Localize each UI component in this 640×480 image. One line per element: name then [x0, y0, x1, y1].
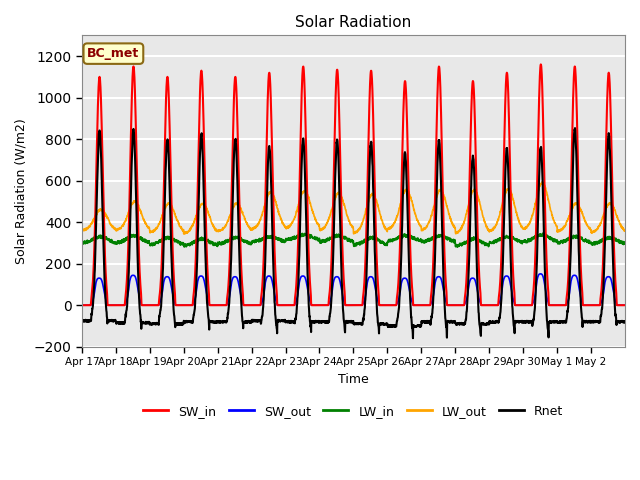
LW_out	[621, 228, 629, 234]
LW_in	[78, 240, 86, 246]
Rnet	[78, 317, 86, 323]
Legend: SW_in, SW_out, LW_in, LW_out, Rnet: SW_in, SW_out, LW_in, LW_out, Rnet	[138, 400, 568, 423]
LW_out	[180, 231, 188, 237]
LW_in	[132, 233, 140, 239]
LW_in	[517, 238, 525, 244]
SW_in	[386, 302, 394, 308]
SW_in	[78, 302, 86, 308]
SW_out	[537, 271, 545, 277]
SW_out	[250, 302, 257, 308]
LW_out	[132, 198, 140, 204]
LW_out	[538, 179, 546, 185]
LW_out	[548, 213, 556, 218]
SW_in	[132, 135, 140, 141]
SW_out	[621, 302, 629, 308]
LW_out	[250, 225, 257, 231]
SW_in	[517, 302, 525, 308]
X-axis label: Time: Time	[338, 372, 369, 386]
Line: SW_out: SW_out	[82, 274, 625, 305]
LW_in	[539, 230, 547, 236]
SW_out	[78, 302, 86, 308]
SW_out	[517, 302, 525, 308]
SW_in	[250, 302, 257, 308]
Rnet	[409, 336, 417, 341]
Rnet	[132, 195, 140, 201]
LW_in	[548, 235, 556, 241]
Y-axis label: Solar Radiation (W/m2): Solar Radiation (W/m2)	[15, 118, 28, 264]
LW_out	[517, 224, 525, 229]
LW_out	[78, 227, 86, 232]
LW_out	[614, 215, 621, 221]
SW_out	[132, 276, 140, 282]
Rnet	[517, 319, 525, 325]
LW_in	[454, 244, 461, 250]
Rnet	[250, 317, 257, 323]
LW_in	[386, 237, 394, 242]
SW_out	[386, 302, 394, 308]
LW_in	[621, 239, 629, 245]
SW_in	[621, 302, 629, 308]
Title: Solar Radiation: Solar Radiation	[295, 15, 412, 30]
SW_in	[548, 302, 556, 308]
SW_out	[614, 302, 621, 308]
Rnet	[386, 324, 394, 329]
Rnet	[548, 320, 556, 325]
SW_in	[537, 61, 545, 67]
Rnet	[571, 125, 579, 131]
Line: SW_in: SW_in	[82, 64, 625, 305]
Line: LW_in: LW_in	[82, 233, 625, 247]
LW_in	[614, 237, 621, 243]
Rnet	[614, 318, 621, 324]
Line: Rnet: Rnet	[82, 128, 625, 338]
LW_in	[250, 239, 257, 244]
LW_out	[387, 224, 394, 230]
Rnet	[621, 318, 629, 324]
Text: BC_met: BC_met	[87, 47, 140, 60]
SW_in	[614, 302, 621, 308]
SW_out	[548, 302, 556, 308]
Line: LW_out: LW_out	[82, 182, 625, 234]
